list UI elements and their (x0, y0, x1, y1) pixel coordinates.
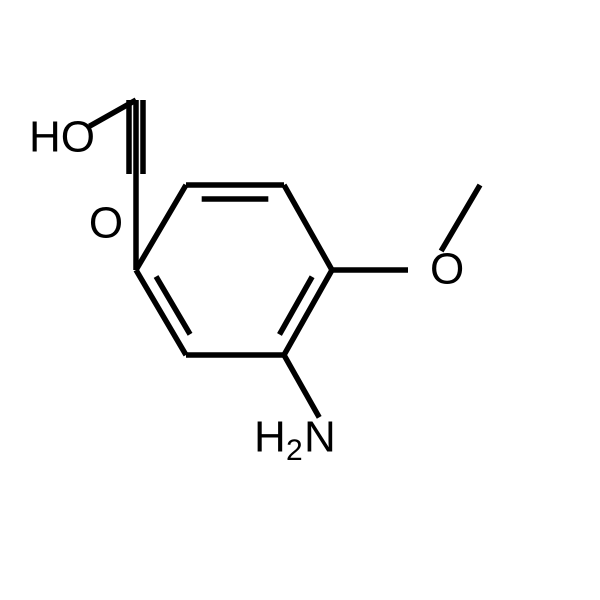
bond (136, 185, 186, 270)
atom-label: N (304, 413, 336, 462)
atom-label: O (89, 199, 123, 248)
bond (156, 277, 190, 335)
atom-label: H (254, 413, 286, 462)
atom-label: HO (29, 113, 95, 162)
bond (284, 185, 332, 270)
bond (441, 185, 480, 251)
chemical-structure: HO O O H2N (0, 0, 600, 600)
atom-label: 2 (286, 434, 303, 467)
atom-label: O (430, 245, 464, 294)
bond (284, 355, 319, 417)
bond (279, 277, 312, 335)
